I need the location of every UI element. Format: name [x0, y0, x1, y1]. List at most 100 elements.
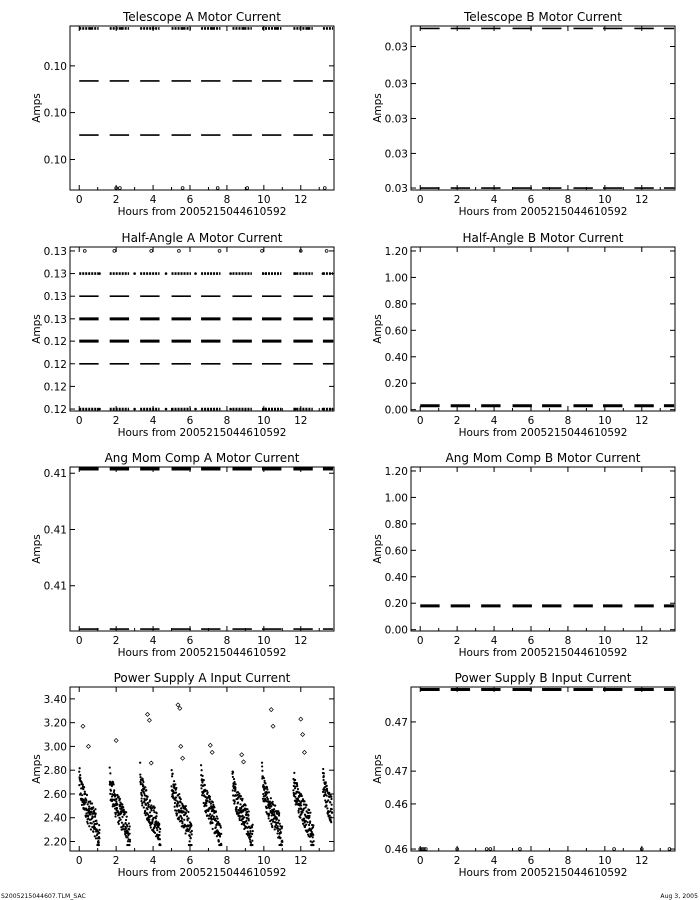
x-tick-label: 2 [454, 635, 461, 647]
data-point [239, 803, 242, 806]
data-outlier [239, 752, 245, 758]
data-outlier [180, 755, 186, 761]
data-point [202, 779, 205, 782]
data-point [281, 840, 284, 844]
data-point [189, 836, 192, 840]
data-point [82, 788, 85, 791]
data-point [275, 817, 279, 820]
data-point [98, 407, 101, 411]
data-point [155, 812, 158, 815]
y-tick-label: 2.80 [44, 765, 67, 777]
data-point [243, 816, 246, 819]
data-point [97, 843, 100, 847]
y-tick-label: 0.00 [385, 625, 408, 637]
data-point [250, 825, 254, 828]
data-point [262, 783, 265, 787]
x-tick-label: 2 [113, 415, 120, 427]
x-tick-label: 8 [224, 855, 231, 867]
data-point [158, 838, 162, 841]
data-point [81, 783, 84, 786]
chart-power-supply-a-input-current: Power Supply A Input Current 0 2 4 6 8 10 12 Hou… [31, 671, 335, 879]
data-point [248, 838, 252, 841]
data-point [264, 407, 267, 411]
data-series [79, 27, 334, 190]
data-point [143, 797, 146, 800]
x-tick-label: 0 [76, 635, 83, 647]
x-tick-label: 8 [565, 855, 572, 867]
data-point [229, 272, 232, 275]
data-point [274, 804, 277, 807]
data-point [141, 779, 144, 782]
data-point [141, 804, 144, 807]
data-point [157, 826, 160, 829]
data-point [246, 808, 249, 811]
data-point [82, 799, 86, 802]
data-point [174, 791, 178, 794]
y-tick-label: 0.41 [44, 524, 67, 536]
data-point [85, 812, 88, 815]
plot-frame [69, 246, 335, 412]
data-point [187, 810, 190, 814]
data-point [312, 843, 315, 847]
data-point [185, 809, 188, 812]
data-point [176, 812, 179, 815]
data-point [175, 809, 178, 812]
data-point [82, 249, 87, 253]
data-point [146, 808, 149, 811]
x-tick-label: 0 [76, 855, 83, 867]
data-point [125, 815, 128, 818]
data-point [112, 783, 115, 786]
y-axis-label: Amps [31, 93, 43, 123]
data-point [639, 847, 644, 851]
data-point [297, 811, 300, 814]
x-tick-label: 10 [257, 635, 270, 647]
data-point [247, 819, 250, 822]
data-point [146, 813, 150, 816]
chart-power-supply-b-input-current: Power Supply B Input Current 0 2 4 6 8 10 12 Hou… [372, 671, 676, 879]
data-point [172, 796, 175, 799]
data-point [204, 811, 208, 814]
data-point [144, 803, 148, 806]
data-point [170, 785, 173, 788]
data-outlier [177, 705, 183, 711]
data-point [311, 826, 315, 829]
y-tick-label: 0.60 [385, 545, 408, 557]
data-point [297, 798, 300, 802]
data-point [142, 784, 145, 787]
data-point [244, 807, 247, 810]
data-point [277, 827, 280, 830]
data-point [150, 804, 153, 807]
data-point [303, 817, 306, 820]
data-point [144, 809, 147, 812]
data-point [667, 847, 672, 851]
data-point [110, 795, 114, 798]
data-point [301, 811, 304, 814]
data-point [176, 805, 179, 808]
data-point [186, 819, 189, 822]
data-point [158, 823, 161, 826]
data-outlier [301, 749, 307, 755]
data-point [308, 814, 311, 818]
data-point [199, 764, 203, 767]
y-tick-label: 0.46 [385, 844, 409, 856]
data-point [205, 804, 208, 807]
x-tick-label: 10 [598, 194, 611, 206]
data-point [220, 843, 223, 847]
data-outlier [207, 742, 213, 748]
x-tick-label: 8 [224, 635, 231, 647]
data-point [93, 835, 96, 838]
data-point [133, 407, 136, 411]
data-series [79, 467, 334, 630]
data-point [78, 784, 81, 787]
data-point [280, 825, 284, 828]
data-point [128, 843, 131, 847]
data-point [420, 847, 424, 851]
data-point [267, 817, 270, 820]
x-axis-label: Hours from 2005215044610592 [459, 867, 628, 879]
data-point [174, 799, 177, 802]
data-point [178, 804, 181, 807]
data-point [216, 817, 219, 820]
y-axis-label: Amps [31, 754, 43, 784]
data-point [159, 843, 162, 847]
y-tick-label: 0.80 [385, 299, 408, 311]
